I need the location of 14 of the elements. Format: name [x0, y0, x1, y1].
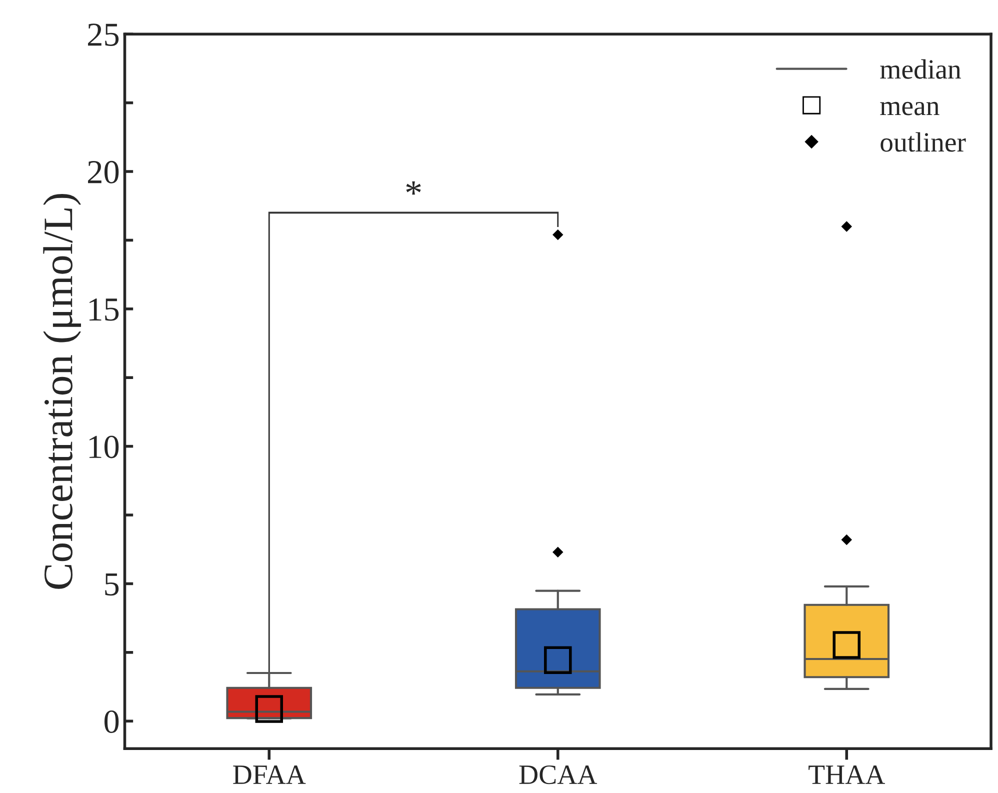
x-tick-label: DFAA [233, 766, 306, 784]
legend-label: median [880, 59, 961, 79]
y-tick-label: 15 [89, 298, 119, 321]
y-tick-label: 20 [88, 160, 119, 184]
annotation: * [406, 181, 421, 195]
y-tick-label: 5 [105, 573, 119, 596]
y-tick-label: 25 [88, 24, 119, 46]
legend-label: outliner [880, 132, 966, 152]
x-tick-label: DCAA [519, 765, 598, 784]
y-axis-title: Concentration (μmol/L) [43, 194, 81, 589]
y-tick-label: 10 [89, 436, 119, 458]
x-tick-label: THAA [808, 766, 886, 784]
y-tick-label: 0 [104, 710, 119, 734]
legend-label: mean [880, 102, 940, 116]
